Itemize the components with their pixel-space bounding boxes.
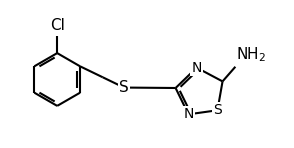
Text: N: N — [183, 107, 194, 121]
Text: S: S — [213, 103, 222, 117]
Text: Cl: Cl — [50, 18, 65, 33]
Text: N: N — [191, 61, 202, 75]
Text: NH$_2$: NH$_2$ — [236, 45, 266, 64]
Text: S: S — [119, 80, 129, 95]
